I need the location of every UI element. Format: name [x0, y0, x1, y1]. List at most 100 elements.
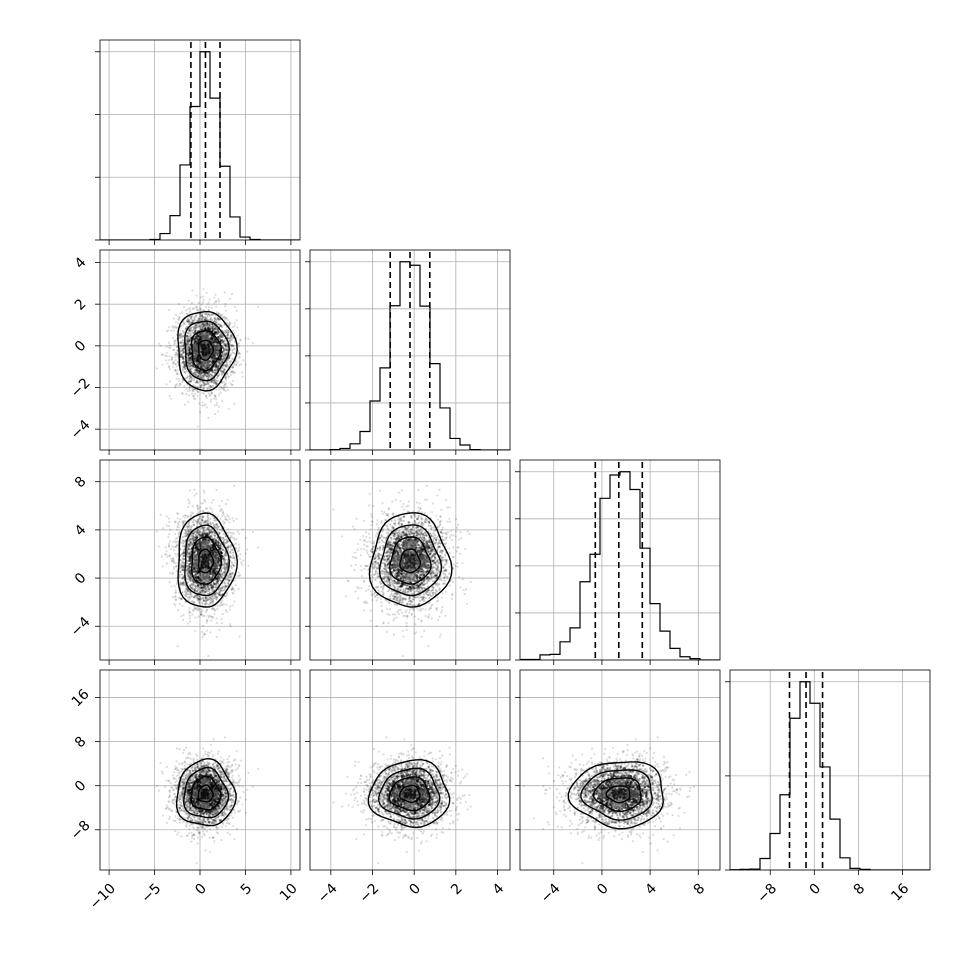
sample-point [200, 384, 203, 387]
sample-point [200, 323, 204, 327]
sample-point [227, 375, 230, 379]
sample-point [200, 384, 203, 387]
sample-point [179, 341, 182, 344]
sample-point [205, 312, 208, 315]
sample-point [196, 368, 200, 371]
sample-point [223, 354, 226, 357]
sample-point [196, 575, 200, 578]
sample-point [184, 367, 187, 370]
sample-point [186, 340, 190, 343]
sample-point [191, 367, 194, 370]
sample-point [217, 364, 220, 367]
sample-point [201, 377, 204, 380]
sample-point [224, 364, 227, 367]
sample-point [199, 539, 202, 543]
sample-point [210, 583, 213, 586]
sample-point [210, 530, 214, 533]
sample-point [188, 359, 192, 362]
sample-point [204, 305, 208, 308]
sample-point [178, 382, 182, 385]
sample-point [228, 579, 231, 582]
sample-point [192, 601, 195, 604]
sample-point [207, 309, 210, 312]
sample-point [185, 376, 188, 379]
sample-point [205, 538, 208, 541]
sample-point [222, 385, 226, 388]
sample-point [216, 366, 219, 369]
sample-point [181, 545, 185, 548]
sample-point [212, 569, 215, 573]
sample-point [203, 312, 207, 316]
sample-point [170, 585, 173, 588]
sample-point [187, 307, 190, 311]
sample-point [213, 550, 216, 553]
sample-point [182, 568, 185, 572]
sample-point [201, 314, 204, 317]
sample-point [199, 325, 202, 328]
sample-point [217, 557, 221, 560]
sample-point [209, 599, 212, 602]
sample-point [180, 336, 183, 339]
sample-point [218, 313, 221, 316]
sample-point [213, 357, 217, 360]
sample-point [195, 546, 198, 549]
sample-point [201, 526, 204, 529]
sample-point [224, 542, 227, 545]
sample-point [187, 341, 190, 344]
sample-point [223, 552, 226, 555]
sample-point [188, 570, 191, 573]
sample-point [214, 542, 217, 545]
sample-point [180, 563, 183, 566]
sample-point [167, 545, 171, 548]
sample-point [211, 531, 214, 534]
sample-point [195, 335, 198, 338]
sample-point [206, 516, 209, 519]
sample-point [206, 593, 209, 596]
sample-point [217, 393, 221, 396]
sample-point [201, 374, 205, 378]
sample-point [185, 592, 188, 596]
sample-point [211, 319, 214, 322]
sample-point [212, 607, 215, 610]
sample-point [218, 593, 221, 596]
sample-point [187, 320, 190, 323]
sample-point [222, 350, 225, 353]
sample-point [198, 601, 201, 604]
sample-point [219, 575, 222, 578]
sample-point [168, 344, 172, 347]
sample-point [179, 334, 182, 337]
sample-point [187, 356, 190, 359]
sample-point [201, 375, 205, 378]
sample-point [217, 544, 220, 547]
sample-point [199, 526, 203, 530]
sample-point [202, 599, 205, 603]
sample-point [210, 501, 214, 504]
sample-point [200, 502, 203, 505]
sample-point [197, 578, 200, 581]
sample-point [236, 574, 240, 578]
sample-point [182, 613, 185, 616]
sample-point [174, 383, 177, 387]
sample-point [209, 631, 212, 634]
sample-point [207, 392, 210, 395]
sample-point [181, 565, 185, 568]
sample-point [201, 404, 204, 407]
sample-point [210, 598, 213, 601]
sample-point [194, 335, 197, 338]
sample-point [217, 330, 220, 334]
sample-point [211, 335, 215, 339]
sample-point [188, 380, 191, 383]
sample-point [191, 535, 195, 538]
sample-point [200, 521, 203, 524]
sample-point [175, 371, 178, 375]
sample-point [168, 555, 171, 558]
sample-point [199, 338, 202, 342]
sample-point [224, 355, 227, 358]
sample-point [187, 354, 190, 357]
sample-point [205, 629, 209, 632]
sample-point [202, 371, 205, 374]
sample-point [211, 360, 214, 363]
sample-point [231, 591, 234, 594]
sample-point [219, 362, 222, 366]
sample-point [233, 322, 236, 325]
